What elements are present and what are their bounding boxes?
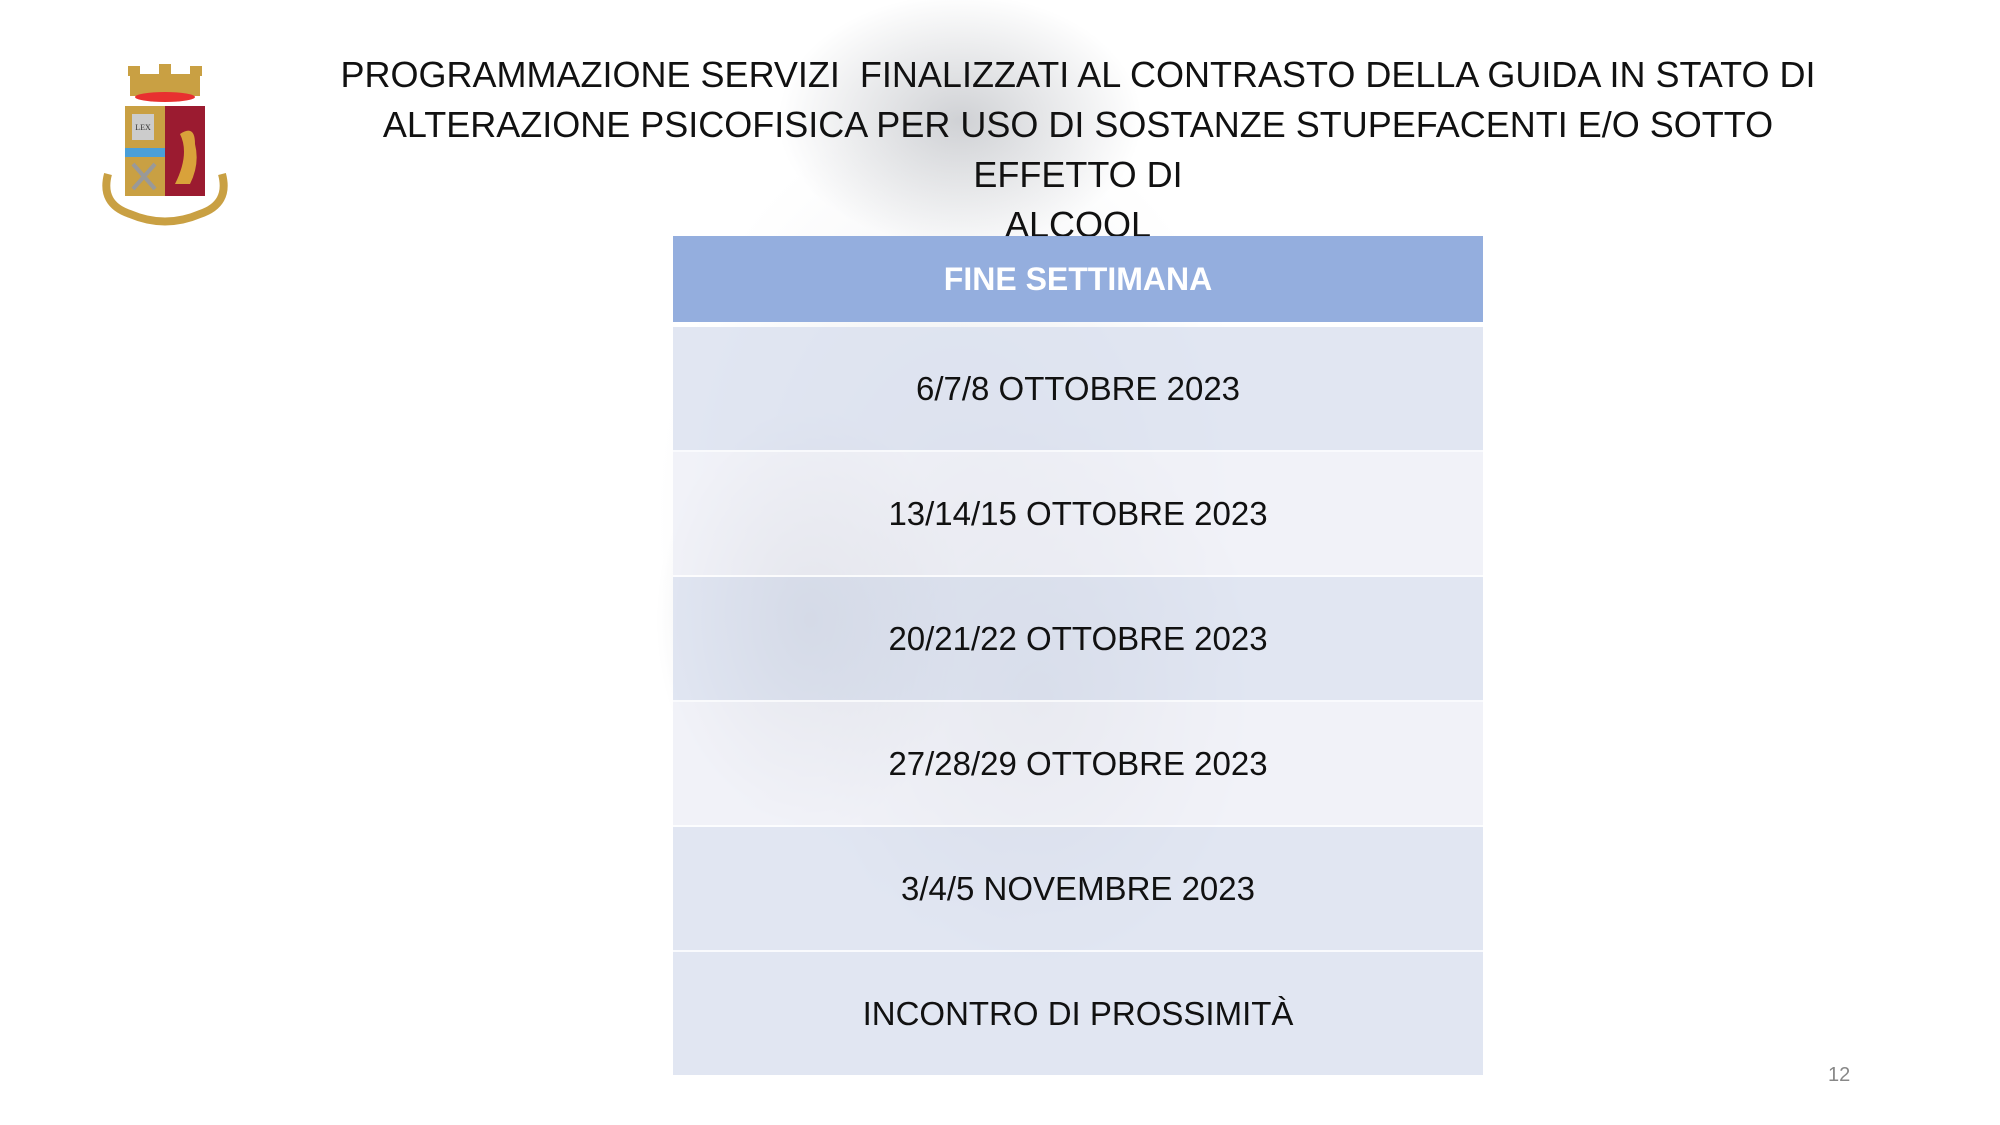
page-number: 12 [1828, 1064, 1851, 1086]
table-row: 20/21/22 OTTOBRE 2023 [673, 577, 1483, 702]
title-line-2: ALTERAZIONE PSICOFISICA PER USO DI SOSTA… [382, 104, 1774, 195]
table-header: FINE SETTIMANA [673, 236, 1483, 322]
police-emblem-logo: LEX [102, 64, 228, 226]
table-row: 6/7/8 OTTOBRE 2023 [673, 327, 1483, 452]
table-row: 13/14/15 OTTOBRE 2023 [673, 452, 1483, 577]
table-row: 3/4/5 NOVEMBRE 2023 [673, 827, 1483, 952]
title-line-1: PROGRAMMAZIONE SERVIZI FINALIZZATI AL CO… [340, 54, 1816, 95]
table-row: INCONTRO DI PROSSIMITÀ [673, 952, 1483, 1075]
schedule-table: FINE SETTIMANA 6/7/8 OTTOBRE 2023 13/14/… [673, 236, 1483, 1075]
table-row: 27/28/29 OTTOBRE 2023 [673, 702, 1483, 827]
emblem-lex: LEX [135, 123, 151, 132]
slide-title: PROGRAMMAZIONE SERVIZI FINALIZZATI AL CO… [300, 50, 1856, 250]
